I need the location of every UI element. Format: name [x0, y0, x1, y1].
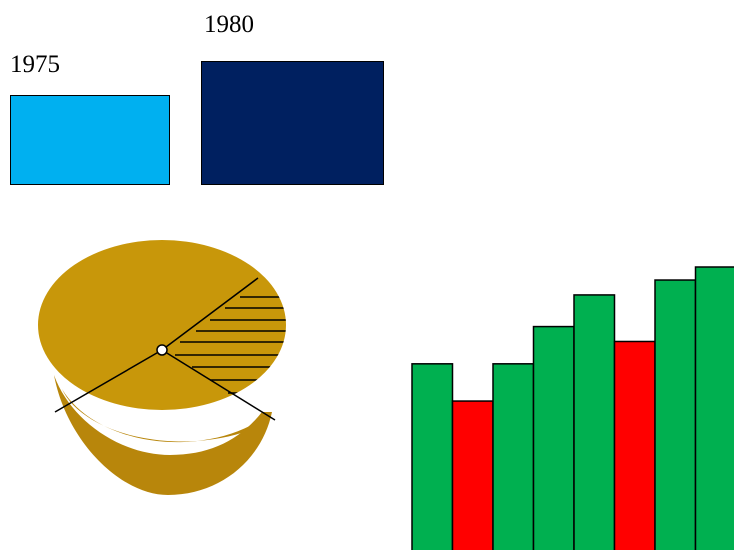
- bar-group: [411, 266, 734, 550]
- pie-side-shape: [54, 375, 272, 495]
- year-label-1980: 1980: [204, 11, 254, 38]
- pie-divider-lower: [161, 349, 276, 421]
- bar-4: [532, 325, 575, 550]
- bar-6: [613, 340, 656, 550]
- pie-chart-illustration: [38, 240, 286, 495]
- year-label-1975: 1975: [10, 51, 60, 78]
- pie-center-marker: [156, 344, 168, 356]
- swatch-1980: [201, 61, 384, 185]
- bar-8: [694, 266, 734, 550]
- bar-3: [492, 363, 535, 550]
- bar-2: [451, 400, 494, 550]
- pie-side: [54, 375, 272, 495]
- bar-7: [654, 279, 697, 550]
- bar-1: [411, 363, 454, 550]
- bar-5: [573, 294, 616, 550]
- bar-chart-illustration: [411, 266, 734, 550]
- pie-divider-left: [54, 349, 163, 413]
- pie-divider-upper: [161, 277, 259, 351]
- swatch-1975: [10, 95, 170, 185]
- pie-top-face: [38, 240, 286, 410]
